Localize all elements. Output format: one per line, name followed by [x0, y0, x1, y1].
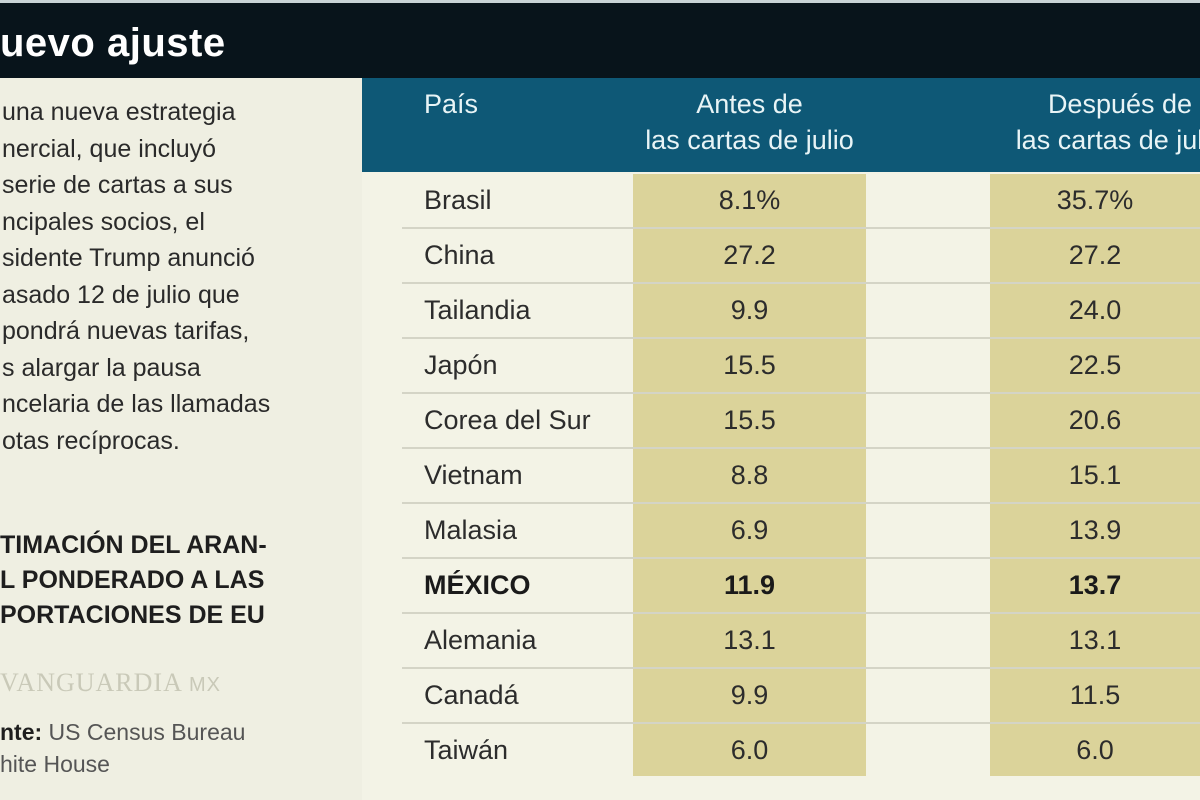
despues-cell: 35.7% [1056, 185, 1134, 215]
page-title: uevo ajuste [0, 21, 226, 65]
antes-cell: 8.8 [730, 460, 769, 490]
despues-cell: 13.1 [1068, 625, 1122, 655]
tariff-table: Brasil 8.1% 35.7% China 27.2 27.2 Tailandia 9.9… [362, 172, 1200, 800]
table-row: Brasil 8.1% 35.7% [362, 174, 1200, 229]
table-row: Tailandia 9.9 24.0 [362, 284, 1200, 339]
row-divider [402, 557, 1200, 559]
table-row: Vietnam 8.8 15.1 [362, 449, 1200, 504]
source-text: US Census Bureau hite House [0, 719, 246, 777]
despues-cell: 27.2 [1068, 240, 1122, 270]
despues-cell: 15.1 [1068, 460, 1122, 490]
antes-cell: 6.9 [730, 515, 769, 545]
table-row: Corea del Sur 15.5 20.6 [362, 394, 1200, 449]
country-cell: Tailandia [424, 295, 531, 325]
left-panel: una nueva estrategia nercial, que incluy… [0, 78, 362, 800]
watermark-brand: VANGUARDIA [0, 668, 182, 697]
watermark-suffix: MX [188, 674, 221, 696]
antes-cell: 6.0 [730, 735, 769, 765]
row-divider [402, 392, 1200, 394]
source-label: nte: [0, 719, 43, 745]
table-row: Alemania 13.1 13.1 [362, 614, 1200, 669]
antes-column-highlight [633, 174, 866, 776]
row-divider [402, 227, 1200, 229]
table-row: Japón 15.5 22.5 [362, 339, 1200, 394]
table-subtitle: TIMACIÓN DEL ARAN- L PONDERADO A LAS POR… [0, 531, 267, 629]
despues-cell: 13.7 [1068, 570, 1122, 600]
table-row: China 27.2 27.2 [362, 229, 1200, 284]
header-despues: Después de las cartas de julio [1015, 89, 1200, 155]
country-cell: Japón [424, 350, 498, 380]
table-row: Malasia 6.9 13.9 [362, 504, 1200, 559]
country-cell: Corea del Sur [424, 405, 591, 435]
despues-column-highlight [990, 174, 1200, 776]
despues-cell: 22.5 [1068, 350, 1122, 380]
antes-cell: 13.1 [723, 625, 776, 655]
antes-cell: 8.1% [718, 185, 781, 215]
country-cell: Brasil [424, 185, 492, 215]
despues-cell: 20.6 [1068, 405, 1122, 435]
title-bar: uevo ajuste [0, 0, 1200, 78]
despues-cell: 6.0 [1076, 735, 1114, 765]
country-cell: Vietnam [424, 460, 523, 490]
row-divider [402, 667, 1200, 669]
antes-cell: 27.2 [723, 240, 776, 270]
antes-cell: 9.9 [730, 680, 769, 710]
antes-cell: 15.5 [723, 350, 776, 380]
country-cell: Canadá [424, 680, 519, 710]
country-cell: Malasia [424, 515, 518, 545]
despues-cell: 11.5 [1069, 680, 1121, 710]
intro-text: una nueva estrategia nercial, que incluy… [2, 98, 271, 455]
header-pais: País [424, 89, 479, 119]
watermark-logo: VANGUARDIA MX [0, 668, 221, 698]
antes-cell: 9.9 [730, 295, 769, 325]
antes-cell: 15.5 [723, 405, 776, 435]
row-divider [402, 447, 1200, 449]
country-cell: Taiwán [424, 735, 509, 765]
table-row: Canadá 9.9 11.5 [362, 669, 1200, 724]
despues-cell: 13.9 [1068, 515, 1122, 545]
row-divider [402, 502, 1200, 504]
despues-cell: 24.0 [1068, 295, 1122, 325]
source-note: nte: US Census Bureau hite House [0, 716, 245, 780]
table-row: Taiwán 6.0 6.0 [362, 724, 1200, 779]
country-cell: China [424, 240, 495, 270]
row-divider [402, 612, 1200, 614]
country-cell: MÉXICO [424, 570, 531, 600]
country-cell: Alemania [424, 625, 537, 655]
row-divider [402, 722, 1200, 724]
row-divider [402, 282, 1200, 284]
header-antes: Antes de las cartas de julio [645, 89, 854, 155]
table-row: MÉXICO 11.9 13.7 [362, 559, 1200, 614]
table-header: País Antes de las cartas de julio Despué… [362, 78, 1200, 172]
antes-cell: 11.9 [723, 570, 776, 600]
row-divider [402, 337, 1200, 339]
